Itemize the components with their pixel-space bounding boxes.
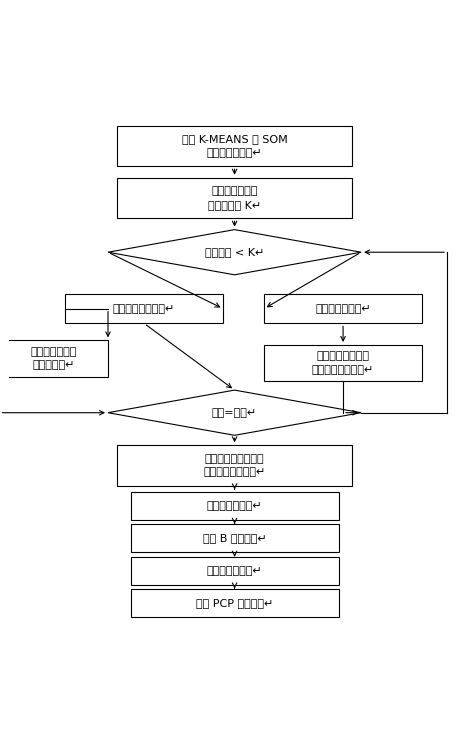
Text: 基于 K-MEANS 或 SOM
方法的聚类分析↵: 基于 K-MEANS 或 SOM 方法的聚类分析↵ — [182, 135, 287, 157]
FancyBboxPatch shape — [131, 589, 339, 617]
Text: 基于簇中心位置，计
算三段式骨骼布局↵: 基于簇中心位置，计 算三段式骨骼布局↵ — [203, 454, 266, 477]
Text: 引力=斥力↵: 引力=斥力↵ — [212, 408, 257, 417]
Polygon shape — [108, 229, 361, 275]
Polygon shape — [108, 390, 361, 435]
FancyBboxPatch shape — [131, 557, 339, 585]
FancyBboxPatch shape — [131, 492, 339, 520]
Text: 绘制 B 样条曲线↵: 绘制 B 样条曲线↵ — [203, 533, 267, 543]
FancyBboxPatch shape — [117, 445, 352, 486]
Text: 添加簇内引力场↵: 添加簇内引力场↵ — [207, 501, 262, 512]
FancyBboxPatch shape — [65, 294, 223, 323]
Text: 计算两簇间斥力场↵: 计算两簇间斥力场↵ — [113, 304, 176, 314]
Text: 基于视图空间计
算均衡距离 K↵: 基于视图空间计 算均衡距离 K↵ — [208, 187, 261, 209]
Text: 计算制约引力场↵: 计算制约引力场↵ — [315, 304, 371, 314]
Text: 完成 PCP 聚类绑定↵: 完成 PCP 聚类绑定↵ — [196, 598, 273, 608]
FancyBboxPatch shape — [117, 178, 352, 218]
FancyBboxPatch shape — [117, 126, 352, 166]
Text: 两簇间距 < K↵: 两簇间距 < K↵ — [205, 247, 264, 257]
FancyBboxPatch shape — [264, 294, 422, 323]
FancyBboxPatch shape — [0, 340, 108, 376]
Text: 基于各簇样本数量
加入引力调节算子↵: 基于各簇样本数量 加入引力调节算子↵ — [312, 351, 374, 375]
FancyBboxPatch shape — [131, 524, 339, 552]
Text: 移动簇中心（骨
骼）的位置↵: 移动簇中心（骨 骼）的位置↵ — [30, 347, 77, 370]
Text: 设置曲线透明度↵: 设置曲线透明度↵ — [207, 566, 262, 576]
FancyBboxPatch shape — [264, 345, 422, 381]
